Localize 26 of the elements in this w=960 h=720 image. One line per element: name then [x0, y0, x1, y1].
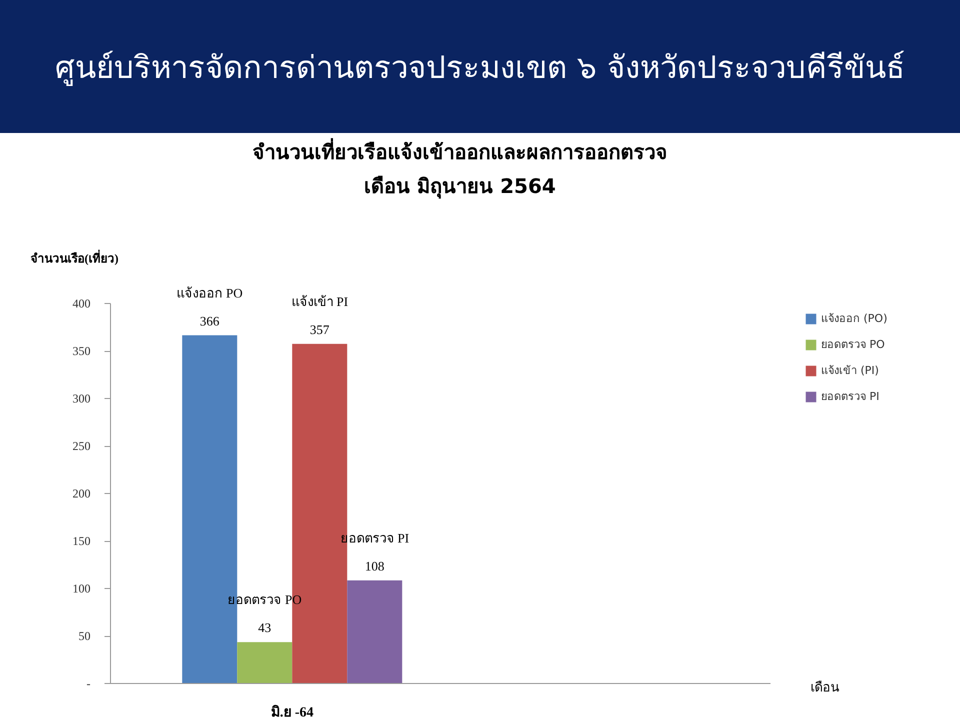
- y-tick-label: 50: [78, 629, 90, 643]
- data-label: 108: [364, 558, 384, 574]
- bar: [237, 642, 292, 683]
- data-label: 43: [258, 620, 272, 636]
- y-tick-label: 200: [72, 486, 90, 500]
- legend-label: แจ้งเข้า (PI): [821, 364, 879, 377]
- y-axis-title: จำนวนเรือ(เที่ยว): [30, 250, 118, 266]
- y-tick-label: -: [86, 676, 90, 690]
- y-tick-label: 250: [72, 439, 90, 453]
- x-tick-label: มิ.ย -64: [270, 704, 314, 720]
- chart-title: ศูนย์บริหารจัดการด่านตรวจประมงเขต ๖ จังหวัดประจวบคีรีขันธ์: [0, 0, 960, 133]
- y-tick-label: 400: [72, 296, 90, 310]
- annotation: แจ้งเข้า PI: [291, 294, 348, 309]
- data-label: 366: [200, 313, 220, 328]
- x-axis-title: เดือน: [810, 680, 840, 696]
- text: แจ้งออก PO: [176, 285, 243, 300]
- legend-label: ยอดตรวจ PO: [821, 338, 886, 351]
- y-tick-label: 300: [72, 392, 90, 406]
- y-tick-label: 350: [72, 344, 90, 358]
- bar: [347, 580, 402, 683]
- legend-label: แจ้งออก (PO): [821, 312, 888, 325]
- y-tick-label: 150: [72, 534, 90, 548]
- chart-subtitle: จำนวนเที่ยวเรือแจ้งเข้าออกและผลการออกตรวจ เดือน มิถุนายน 2564: [252, 137, 668, 199]
- legend-label: ยอดตรวจ PI: [821, 390, 880, 403]
- y-tick-label: 100: [72, 582, 90, 596]
- data-label: 357: [310, 322, 330, 337]
